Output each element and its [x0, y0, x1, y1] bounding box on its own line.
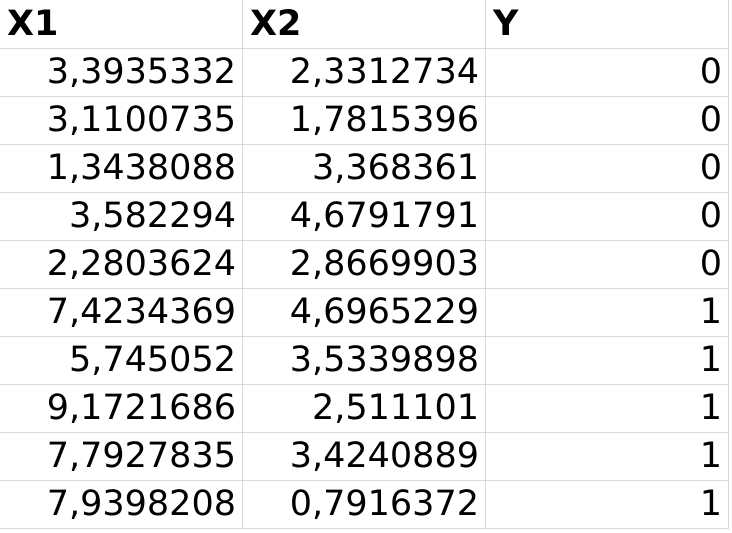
- cell-x2[interactable]: 2,8669903: [242, 240, 486, 289]
- cell-x2[interactable]: 0,7916372: [242, 480, 486, 529]
- table-row: 3,3935332 2,3312734 0: [0, 48, 729, 97]
- cell-x2[interactable]: 4,6791791: [242, 192, 486, 241]
- cell-y[interactable]: 0: [485, 96, 729, 145]
- table-row: 7,7927835 3,4240889 1: [0, 432, 729, 481]
- cell-y[interactable]: 1: [485, 288, 729, 337]
- cell-x1[interactable]: 3,1100735: [0, 96, 243, 145]
- cell-x2[interactable]: 3,368361: [242, 144, 486, 193]
- cell-x1[interactable]: 1,3438088: [0, 144, 243, 193]
- column-header-x1[interactable]: X1: [0, 0, 243, 49]
- column-header-x2[interactable]: X2: [242, 0, 486, 49]
- cell-y[interactable]: 0: [485, 192, 729, 241]
- cell-y[interactable]: 0: [485, 144, 729, 193]
- cell-y[interactable]: 1: [485, 384, 729, 433]
- table-row: 2,2803624 2,8669903 0: [0, 240, 729, 289]
- table-row: 1,3438088 3,368361 0: [0, 144, 729, 193]
- cell-x2[interactable]: 3,4240889: [242, 432, 486, 481]
- cell-y[interactable]: 1: [485, 336, 729, 385]
- cell-x1[interactable]: 3,582294: [0, 192, 243, 241]
- cell-x1[interactable]: 7,7927835: [0, 432, 243, 481]
- cell-y[interactable]: 1: [485, 432, 729, 481]
- cell-x1[interactable]: 7,4234369: [0, 288, 243, 337]
- table-row: 7,9398208 0,7916372 1: [0, 480, 729, 529]
- cell-x2[interactable]: 1,7815396: [242, 96, 486, 145]
- header-row: X1 X2 Y: [0, 0, 729, 49]
- table-row: 7,4234369 4,6965229 1: [0, 288, 729, 337]
- cell-x2[interactable]: 3,5339898: [242, 336, 486, 385]
- cell-x1[interactable]: 9,1721686: [0, 384, 243, 433]
- table-row: 3,582294 4,6791791 0: [0, 192, 729, 241]
- cell-x1[interactable]: 3,3935332: [0, 48, 243, 97]
- cell-x1[interactable]: 7,9398208: [0, 480, 243, 529]
- cell-x2[interactable]: 2,511101: [242, 384, 486, 433]
- column-header-y[interactable]: Y: [485, 0, 729, 49]
- cell-x2[interactable]: 2,3312734: [242, 48, 486, 97]
- cell-x2[interactable]: 4,6965229: [242, 288, 486, 337]
- cell-x1[interactable]: 2,2803624: [0, 240, 243, 289]
- table-row: 9,1721686 2,511101 1: [0, 384, 729, 433]
- cell-x1[interactable]: 5,745052: [0, 336, 243, 385]
- cell-y[interactable]: 1: [485, 480, 729, 529]
- cell-y[interactable]: 0: [485, 48, 729, 97]
- table-row: 5,745052 3,5339898 1: [0, 336, 729, 385]
- cell-y[interactable]: 0: [485, 240, 729, 289]
- table-row: 3,1100735 1,7815396 0: [0, 96, 729, 145]
